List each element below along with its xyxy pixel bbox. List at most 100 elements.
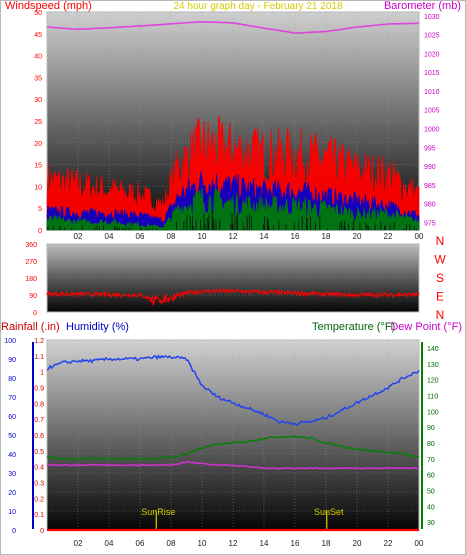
direction-tick-label: 180 xyxy=(25,276,37,283)
humidity-tick-label: 20 xyxy=(8,490,16,497)
temp-tick-label: 60 xyxy=(427,473,435,480)
barometer-tick-label: 1020 xyxy=(424,51,440,58)
temp-tick-label: 130 xyxy=(427,362,439,369)
barometer-axis-label: Barometer (mb) xyxy=(384,0,461,12)
wind-x-tick-label: 10 xyxy=(198,232,207,241)
temp-tick-label: 140 xyxy=(427,346,439,353)
humidity-series xyxy=(46,354,420,532)
rain-tick-label: 0.2 xyxy=(34,496,44,503)
temp-tick-label: 90 xyxy=(427,425,435,432)
rain-tick-label: 0.9 xyxy=(34,386,44,393)
direction-tick-labels: 360 270 180 90 0 xyxy=(25,242,37,317)
wind-x-tick-label: 06 xyxy=(136,232,145,241)
temperature-axis-label: Temperature (°F) xyxy=(312,321,395,333)
rainfall-axis-label: Rainfall (.in) xyxy=(1,321,60,333)
wind-series xyxy=(46,20,420,231)
humidity-tick-label: 40 xyxy=(8,452,16,459)
wind-tick-label: 10 xyxy=(34,184,42,191)
temp-tick-label: 70 xyxy=(427,457,435,464)
wind-x-tick-label: 12 xyxy=(229,232,238,241)
direction-tick-label: 270 xyxy=(25,259,37,266)
barometer-tick-label: 985 xyxy=(424,183,436,190)
dew-point-axis-label: Dew Point (°F) xyxy=(390,321,462,333)
temp-tick-label: 120 xyxy=(427,378,439,385)
humidity-axis-label: Humidity (%) xyxy=(66,321,129,333)
wind-tick-label: 25 xyxy=(34,119,42,126)
humidity-grid xyxy=(47,339,420,531)
wind-barometer-panel: 0510152025303540455097598098599099510001… xyxy=(5,0,461,241)
humidity-tick-label: 50 xyxy=(8,433,16,440)
wind-x-tick-label: 08 xyxy=(167,232,176,241)
humidity-series xyxy=(46,354,420,426)
dew-point-series xyxy=(46,461,420,470)
wind-x-tick-label: 02 xyxy=(74,232,83,241)
humidity-x-tick-label: 12 xyxy=(229,539,238,548)
humidity-x-tick-label: 18 xyxy=(322,539,331,548)
humidity-x-tick-label: 16 xyxy=(291,539,300,548)
temp-tick-label: 50 xyxy=(427,488,435,495)
wind-tick-label: 0 xyxy=(38,228,42,235)
humidity-x-tick-label: 04 xyxy=(105,539,114,548)
humidity-x-tick-label: 10 xyxy=(198,539,207,548)
rain-tick-label: 1.1 xyxy=(34,354,44,361)
barometer-tick-label: 1005 xyxy=(424,108,440,115)
humidity-x-tick-label: 20 xyxy=(353,539,362,548)
barometer-series xyxy=(46,20,420,34)
rain-tick-label: 0 xyxy=(40,528,44,535)
direction-series xyxy=(46,287,420,307)
direction-tick-label: 0 xyxy=(33,310,37,317)
humidity-tick-labels: 010203040506070809010000.10.20.30.40.50.… xyxy=(4,338,438,548)
wind-tick-label: 20 xyxy=(34,141,42,148)
wind-tick-label: 5 xyxy=(38,206,42,213)
humidity-tick-label: 10 xyxy=(8,509,16,516)
humidity-tick-label: 30 xyxy=(8,471,16,478)
barometer-tick-label: 975 xyxy=(424,220,436,227)
humidity-x-tick-label: 02 xyxy=(74,539,83,548)
wind-x-tick-label: 04 xyxy=(105,232,114,241)
barometer-tick-label: 1025 xyxy=(424,33,440,40)
barometer-tick-label: 1000 xyxy=(424,127,440,134)
chart-title: 24 hour graph day - February 21 2018 xyxy=(174,1,343,12)
humidity-x-tick-label: 22 xyxy=(384,539,393,548)
wind-tick-label: 45 xyxy=(34,32,42,39)
wind-avg-series xyxy=(46,186,420,231)
wind-x-tick-label: 20 xyxy=(353,232,362,241)
barometer-tick-label: 1015 xyxy=(424,70,440,77)
rain-humidity-temp-panel: SunRise SunSet 010203040506070809010000.1… xyxy=(1,321,462,548)
sun-markers: SunRise SunSet xyxy=(141,507,344,530)
humidity-tick-label: 0 xyxy=(12,528,16,535)
humidity-tick-label: 60 xyxy=(8,414,16,421)
barometer-tick-label: 990 xyxy=(424,164,436,171)
humidity-tick-label: 80 xyxy=(8,376,16,383)
sun-event-label: SunRise xyxy=(141,507,175,517)
sun-event-label: SunSet xyxy=(314,507,344,517)
humidity-x-tick-label: 00 xyxy=(415,539,424,548)
temp-tick-label: 110 xyxy=(427,393,438,400)
temp-tick-label: 30 xyxy=(427,520,435,527)
compass-label: N xyxy=(436,234,445,248)
barometer-tick-label: 980 xyxy=(424,202,436,209)
temp-tick-label: 80 xyxy=(427,441,435,448)
barometer-tick-label: 1030 xyxy=(424,14,440,21)
rain-tick-label: 0.8 xyxy=(34,401,44,408)
humidity-x-tick-label: 06 xyxy=(136,539,145,548)
direction-tick-label: 90 xyxy=(29,293,37,300)
temperature-series xyxy=(46,434,420,461)
rain-tick-label: 0.7 xyxy=(34,417,44,424)
compass-label: W xyxy=(434,253,446,267)
humidity-x-tick-label: 14 xyxy=(260,539,269,548)
humidity-x-tick-label: 08 xyxy=(167,539,176,548)
compass-label: S xyxy=(436,271,444,285)
compass-label: E xyxy=(436,290,444,304)
temp-tick-label: 40 xyxy=(427,504,435,511)
direction-series xyxy=(46,287,420,307)
humidity-tick-label: 70 xyxy=(8,395,16,402)
rain-tick-label: 0.5 xyxy=(34,449,44,456)
rain-tick-label: 0.1 xyxy=(34,512,44,519)
rain-tick-label: 0.4 xyxy=(34,465,44,472)
temp-tick-label: 100 xyxy=(427,409,439,416)
rain-tick-label: 0.6 xyxy=(34,433,44,440)
